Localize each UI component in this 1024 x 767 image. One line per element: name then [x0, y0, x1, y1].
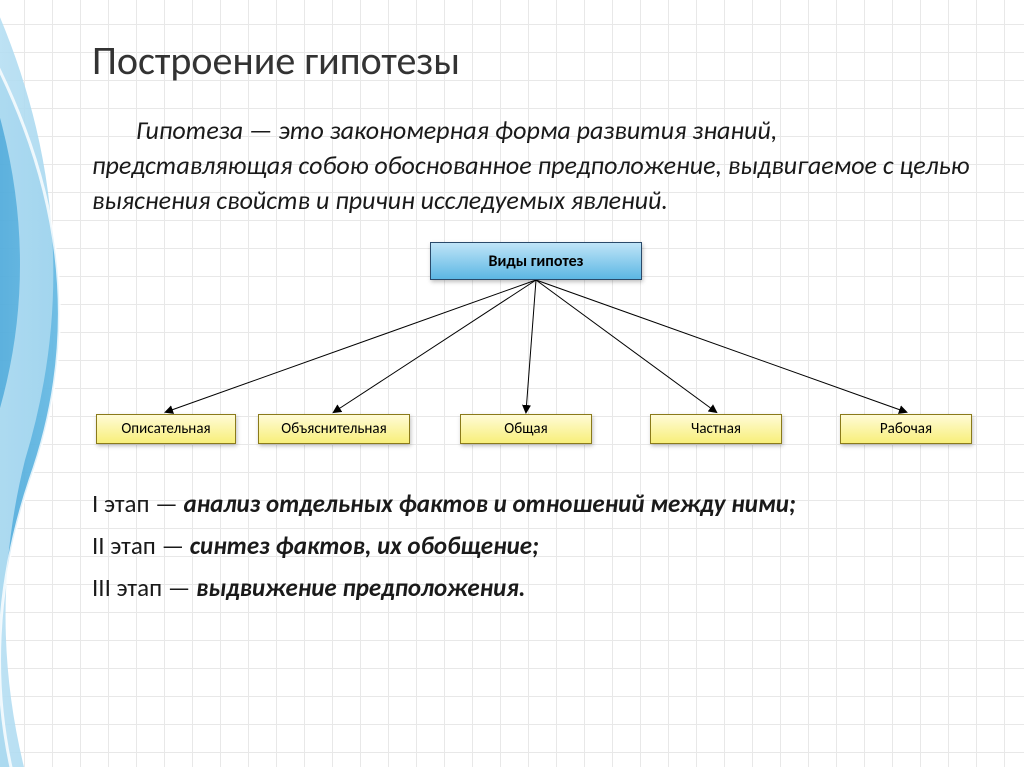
- diagram-leaf-node: Частная: [650, 414, 782, 444]
- stage-row: II этап — синтез фактов, их обобщение;: [92, 526, 972, 566]
- definition-text: Гипотеза — это закономерная форма развит…: [92, 113, 982, 218]
- diagram-leaf-node: Объяснительная: [258, 414, 410, 444]
- stages-list: I этап — анализ отдельных фактов и отнош…: [92, 484, 982, 608]
- stage-label: I этап —: [92, 488, 183, 519]
- slide-content: Построение гипотезы Гипотеза — это закон…: [92, 36, 982, 610]
- stage-label: II этап —: [92, 530, 190, 561]
- diagram-leaf-node: Рабочая: [840, 414, 972, 444]
- page-title: Построение гипотезы: [92, 36, 982, 85]
- stage-description: выдвижение предположения.: [196, 572, 525, 603]
- stage-description: синтез фактов, их обобщение;: [190, 530, 539, 561]
- diagram-leaf-node: Описательная: [96, 414, 236, 444]
- stage-label: III этап —: [92, 572, 196, 603]
- stage-row: III этап — выдвижение предположения.: [92, 568, 972, 608]
- hypothesis-types-diagram: Виды гипотез Описательная Объяснительная О…: [96, 242, 976, 462]
- diagram-root-node: Виды гипотез: [430, 242, 642, 280]
- stage-description: анализ отдельных фактов и отношений межд…: [183, 488, 795, 519]
- stage-row: I этап — анализ отдельных фактов и отнош…: [92, 484, 972, 524]
- diagram-leaf-node: Общая: [460, 414, 592, 444]
